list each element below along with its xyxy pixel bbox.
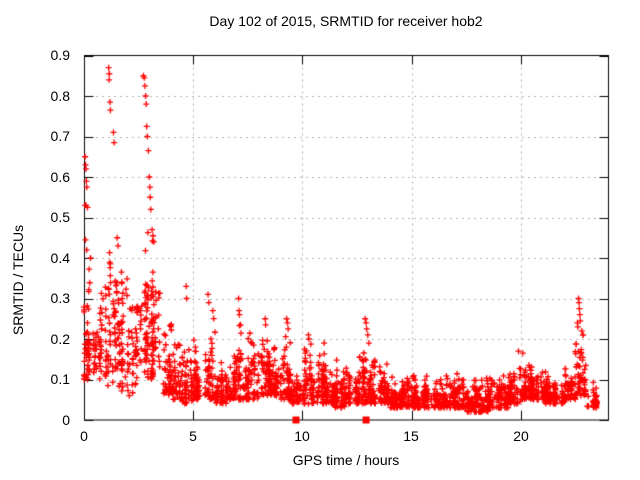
chart-title: Day 102 of 2015, SRMTID for receiver hob… xyxy=(209,13,483,29)
x-axis-label: GPS time / hours xyxy=(292,452,400,468)
y-tick-label: 0 xyxy=(62,412,70,428)
y-tick-label: 0.4 xyxy=(50,250,70,266)
x-tick-label: 20 xyxy=(513,428,529,444)
y-tick-label: 0.9 xyxy=(50,47,70,63)
y-tick-label: 0.1 xyxy=(50,371,70,387)
x-tick-label: 10 xyxy=(294,428,310,444)
x-tick-label: 15 xyxy=(403,428,419,444)
x-tick-label: 5 xyxy=(189,428,197,444)
y-axis-label: SRMTID / TECUs xyxy=(10,224,26,336)
y-tick-label: 0.6 xyxy=(50,169,70,185)
y-tick-label: 0.7 xyxy=(50,128,70,144)
y-tick-label: 0.3 xyxy=(50,290,70,306)
y-tick-label: 0.8 xyxy=(50,88,70,104)
x-tick-label: 0 xyxy=(80,428,88,444)
y-tick-label: 0.2 xyxy=(50,331,70,347)
y-tick-label: 0.5 xyxy=(50,209,70,225)
